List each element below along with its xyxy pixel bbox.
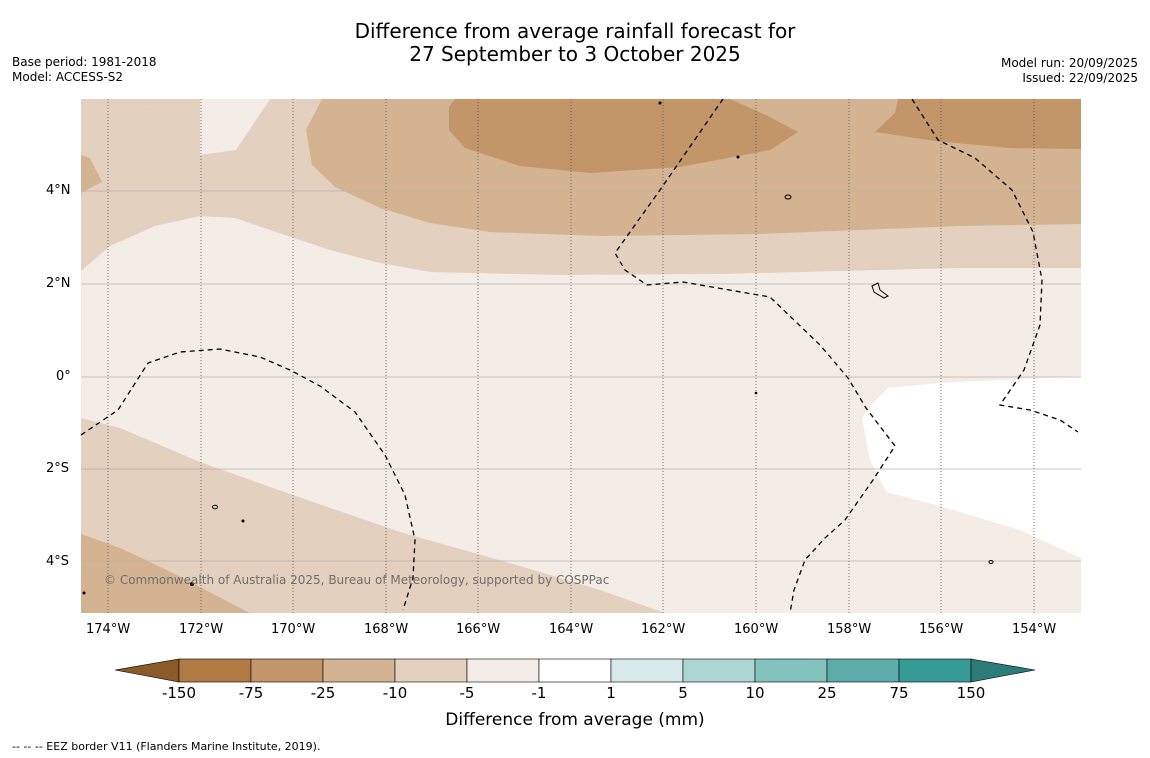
lon-tick-label: 162°W	[641, 622, 686, 637]
rainfall-anomaly-field	[81, 99, 1081, 613]
colorbar-bin	[610, 658, 684, 683]
band-minus5-10-north	[81, 99, 200, 116]
latitude-gridlines	[81, 190, 1081, 562]
island-jarvis	[784, 194, 792, 200]
lat-tick-label: 0°	[56, 369, 71, 384]
colorbar-title: Difference from average (mm)	[445, 710, 705, 730]
colorbar-label: 5	[678, 684, 688, 702]
colorbar-label: -10	[382, 684, 408, 702]
colorbar-label: 150	[956, 684, 986, 702]
colorbar-label: -25	[310, 684, 336, 702]
band-minus5-10-south	[81, 418, 665, 613]
colorbar-bin	[394, 658, 468, 683]
colorbar-bin	[898, 658, 972, 683]
lon-tick-label: 172°W	[179, 622, 224, 637]
colorbar-bin	[538, 658, 612, 683]
island-kiritimati	[871, 282, 889, 299]
eez-border-tokelau	[81, 348, 416, 611]
islands	[82, 101, 994, 595]
lon-tick-label: 174°W	[86, 622, 131, 637]
band-minus10-25-south	[81, 534, 250, 613]
eez-legend-note: -- -- -- EEZ border V11 (Flanders Marine…	[12, 740, 321, 753]
colorbar-label: -1	[531, 684, 547, 702]
lon-tick-label: 158°W	[827, 622, 872, 637]
lat-tick-label: 4°N	[46, 183, 71, 198]
colorbar-bin	[682, 658, 756, 683]
colorbar-bin	[178, 658, 252, 683]
band-minus25-75-east	[875, 99, 1081, 149]
island-swains	[212, 504, 218, 510]
colorbar-bin	[826, 658, 900, 683]
colorbar	[114, 658, 1036, 683]
colorbar-bin	[250, 658, 324, 683]
title-line-1: Difference from average rainfall forecas…	[354, 19, 796, 43]
colorbar-bin	[754, 658, 828, 683]
colorbar-bin	[322, 658, 396, 683]
model-run: Model run: 20/09/2025	[1000, 56, 1138, 70]
lon-tick-label: 156°W	[919, 622, 964, 637]
band-near-zero-east	[862, 376, 1081, 558]
colorbar-bin	[466, 658, 540, 683]
eez-border-kiribati	[614, 99, 896, 613]
eez-border-line-islands	[911, 99, 1079, 433]
title-line-2: 27 September to 3 October 2025	[409, 42, 741, 66]
colorbar-extend-low	[114, 658, 180, 683]
colorbar-label: 1	[606, 684, 616, 702]
lat-tick-label: 4°S	[46, 554, 70, 569]
colorbar-extend-high	[970, 658, 1036, 683]
lon-tick-label: 164°W	[549, 622, 594, 637]
lon-tick-label: 168°W	[364, 622, 409, 637]
colorbar-label: 10	[745, 684, 765, 702]
colorbar-label: -75	[238, 684, 264, 702]
colorbar-label: -5	[459, 684, 475, 702]
colorbar-label: 25	[817, 684, 837, 702]
lon-tick-label: 170°W	[271, 622, 316, 637]
issued-date: Issued: 22/09/2025	[1022, 71, 1138, 85]
eez-borders	[81, 99, 1079, 613]
lat-tick-label: 2°N	[46, 276, 71, 291]
lon-tick-label: 154°W	[1012, 622, 1057, 637]
island-starbuck	[988, 560, 994, 564]
lon-tick-label: 166°W	[456, 622, 501, 637]
colorbar-label: -150	[161, 684, 197, 702]
lat-tick-label: 2°S	[46, 461, 70, 476]
copyright-notice: © Commonwealth of Australia 2025, Bureau…	[104, 573, 610, 587]
colorbar-label: 75	[889, 684, 909, 702]
band-minus10-25-left	[81, 155, 102, 193]
lon-tick-label: 160°W	[734, 622, 779, 637]
model-name: Model: ACCESS-S2	[12, 70, 124, 84]
base-period: Base period: 1981-2018	[12, 55, 157, 69]
